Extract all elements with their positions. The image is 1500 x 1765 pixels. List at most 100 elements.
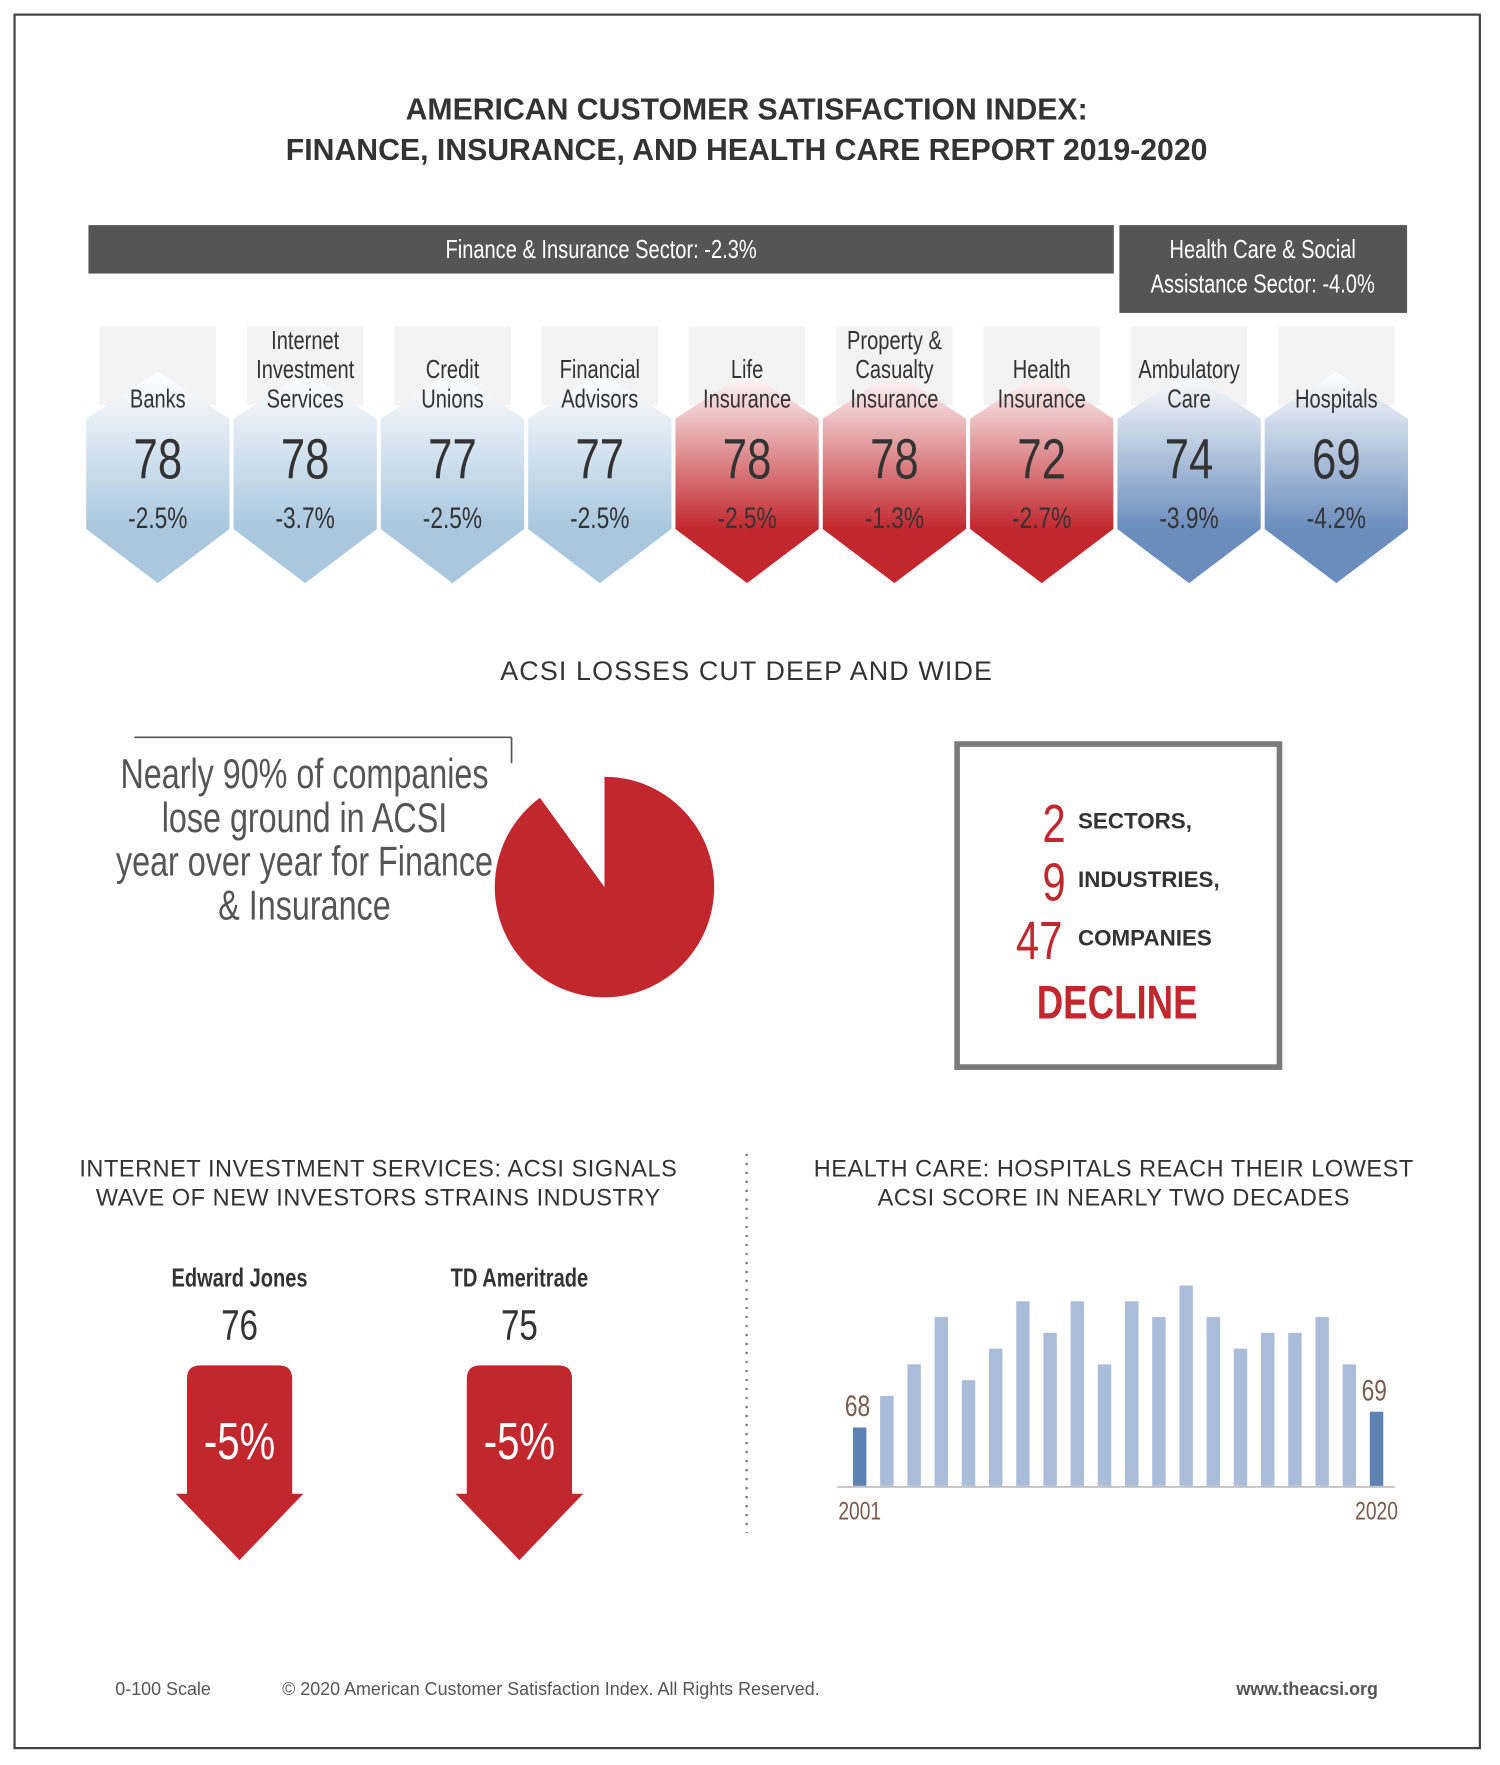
industry-change: -2.5%: [717, 501, 776, 535]
industry-score: 77: [428, 427, 477, 491]
bar: [1288, 1332, 1302, 1486]
bar: [1233, 1348, 1248, 1486]
industry-score: 74: [1165, 427, 1214, 491]
sector-label: Assistance Sector: -4.0%: [1151, 269, 1375, 298]
industry-name: Credit: [426, 355, 480, 384]
industry-shield: [233, 371, 377, 584]
industry-score: 78: [870, 427, 919, 491]
company-score: 75: [501, 1302, 538, 1350]
decline-number: 9: [1042, 852, 1065, 912]
industry-score: 69: [1312, 427, 1361, 491]
decline-number: 47: [1016, 911, 1063, 971]
statement: Nearly 90% of companies: [120, 750, 488, 797]
section-heading: ACSI LOSSES CUT DEEP AND WIDE: [500, 656, 993, 686]
bar-value-label: 68: [845, 1389, 870, 1423]
company-score: 76: [221, 1302, 258, 1350]
bar: [961, 1380, 976, 1486]
bar: [1152, 1317, 1166, 1486]
decline-label: SECTORS,: [1078, 808, 1192, 833]
industry-change: -3.7%: [275, 501, 334, 535]
bar: [880, 1395, 894, 1486]
industry-shield: [1117, 371, 1261, 584]
bar: [1043, 1332, 1057, 1486]
industry-score: 78: [723, 427, 772, 491]
industry-name: Life: [731, 355, 763, 384]
bar: [1261, 1332, 1275, 1486]
pie-slice: [494, 776, 715, 998]
industry-score: 78: [281, 427, 330, 491]
sector-label: Health Care & Social: [1170, 234, 1356, 263]
industry-name: Health: [1013, 355, 1071, 384]
statement: year over year for Finance: [116, 838, 493, 885]
title: AMERICAN CUSTOMER SATISFACTION INDEX:: [406, 93, 1088, 126]
industry-score: 72: [1017, 427, 1066, 491]
industry-name: Advisors: [561, 384, 638, 413]
bar: [1315, 1317, 1329, 1486]
bar-value-label: 69: [1362, 1374, 1387, 1408]
section-heading: ACSI SCORE IN NEARLY TWO DECADES: [878, 1184, 1350, 1210]
company-name: TD Ameritrade: [451, 1263, 589, 1292]
bar: [1179, 1285, 1193, 1486]
industry-name: Care: [1167, 384, 1211, 413]
decline-box: [954, 741, 1283, 1070]
bar: [1097, 1364, 1112, 1486]
bar: [1016, 1301, 1030, 1486]
decline-word: DECLINE: [1037, 976, 1198, 1029]
industry-shield: [675, 371, 819, 584]
company-change: -5%: [204, 1412, 275, 1470]
statement: lose ground in ACSI: [162, 794, 448, 841]
section-heading: INTERNET INVESTMENT SERVICES: ACSI SIGNA…: [79, 1155, 677, 1181]
section-heading: WAVE OF NEW INVESTORS STRAINS INDUSTRY: [96, 1184, 661, 1210]
industry-name: Services: [267, 384, 344, 413]
industry-name: Ambulatory: [1138, 355, 1240, 384]
industry-shield: [380, 371, 525, 584]
decline-label: COMPANIES: [1078, 925, 1212, 950]
industry-change: -2.7%: [1012, 501, 1071, 535]
pie-slice: [539, 776, 605, 888]
industry-shield: [1264, 371, 1408, 584]
industry-change: -2.5%: [423, 501, 482, 535]
industry-shield: [86, 371, 230, 584]
industry-score: 77: [575, 427, 624, 491]
bar: [1125, 1301, 1139, 1486]
company-change: -5%: [484, 1412, 555, 1470]
industry-shield: [528, 371, 672, 584]
industry-name: Insurance: [998, 384, 1086, 413]
industry-name: Banks: [130, 384, 186, 413]
industry-name: Casualty: [855, 355, 933, 384]
bar: [907, 1364, 921, 1486]
industry-shield: [970, 371, 1114, 584]
industry-change: -4.2%: [1307, 501, 1366, 535]
industry-change: -1.3%: [865, 501, 924, 535]
bar: [852, 1427, 867, 1486]
decline-number: 2: [1042, 794, 1065, 854]
section-heading: HEALTH CARE: HOSPITALS REACH THEIR LOWES…: [814, 1155, 1414, 1181]
decline-label: INDUSTRIES,: [1078, 867, 1220, 892]
down-arrow: [455, 1365, 584, 1561]
industry-change: -2.5%: [128, 501, 187, 535]
footer-copyright: © 2020 American Customer Satisfaction In…: [282, 1679, 820, 1699]
industry-name: Property &: [847, 325, 942, 354]
industry-shield: [822, 371, 967, 584]
title: FINANCE, INSURANCE, AND HEALTH CARE REPO…: [286, 134, 1208, 167]
footer-url: www.theacsi.org: [1235, 1679, 1378, 1699]
industry-name: Insurance: [703, 384, 791, 413]
down-arrow: [175, 1365, 304, 1561]
industry-name: Unions: [421, 384, 483, 413]
bar: [988, 1348, 1003, 1486]
industry-name: Insurance: [850, 384, 938, 413]
bar: [934, 1317, 949, 1486]
industry-name: Financial: [560, 355, 640, 384]
sector-bar: [1119, 225, 1408, 313]
industry-change: -3.9%: [1159, 501, 1218, 535]
sector-bar: [88, 225, 1114, 274]
bar: [1070, 1301, 1085, 1486]
statement: & Insurance: [218, 882, 390, 929]
industry-change: -2.5%: [570, 501, 629, 535]
industry-score: 78: [134, 427, 183, 491]
bar: [1206, 1317, 1221, 1486]
x-tick-label: 2001: [838, 1497, 881, 1525]
bar: [1369, 1411, 1384, 1486]
